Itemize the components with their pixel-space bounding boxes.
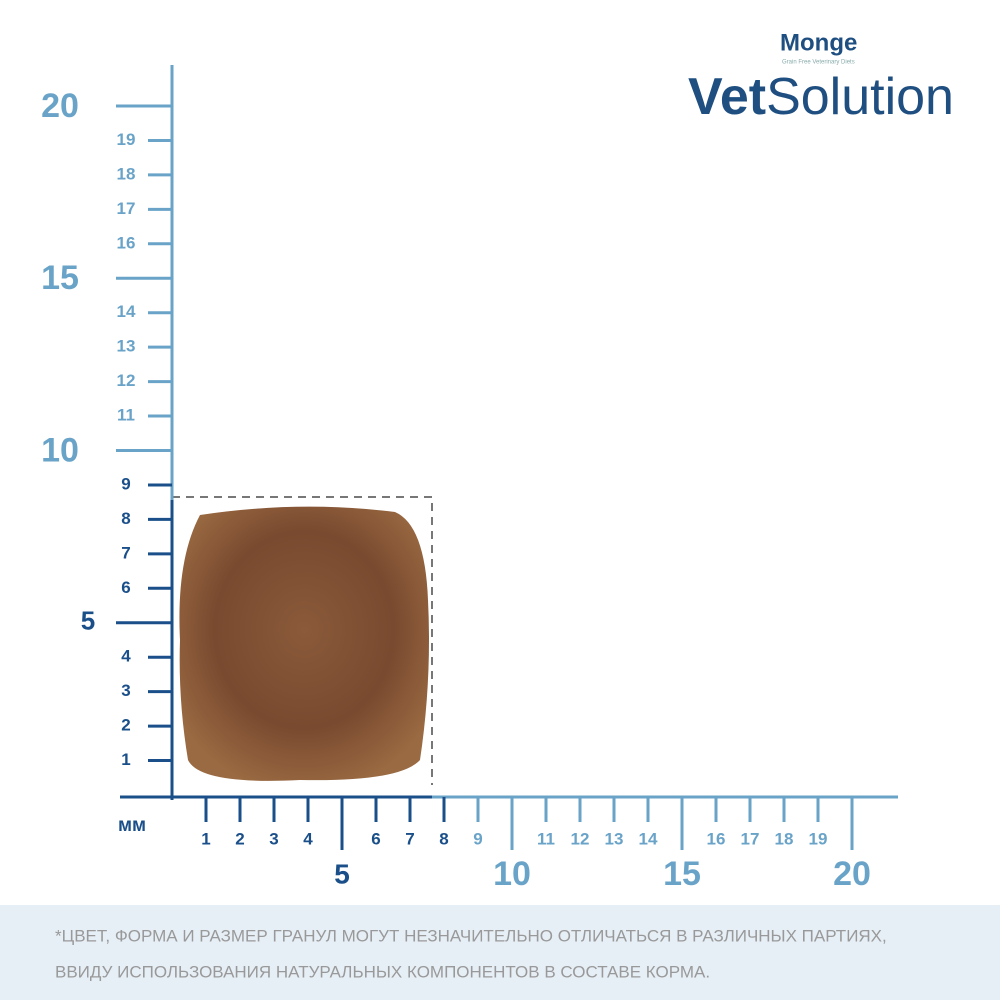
- footer-band: [0, 905, 1000, 1000]
- x-tick-label: 11: [537, 829, 555, 848]
- x-major-label: 15: [663, 855, 701, 893]
- y-tick-label: 4: [121, 647, 131, 666]
- x-tick-label: 13: [605, 829, 624, 848]
- y-major-label: 10: [41, 431, 79, 469]
- y-tick-label: 7: [121, 543, 130, 562]
- y-tick-label: 16: [117, 233, 136, 252]
- y-tick-label: 18: [117, 164, 136, 183]
- x-tick-label: 7: [405, 829, 414, 848]
- brand-line-light: Solution: [766, 68, 954, 126]
- y-tick-label: 13: [117, 337, 136, 356]
- brand-maker: Monge: [780, 29, 857, 56]
- x-tick-label: 4: [303, 829, 313, 848]
- y-major-label: 15: [41, 259, 79, 297]
- x-tick-label: 3: [269, 829, 278, 848]
- y-tick-label: 2: [121, 716, 130, 735]
- size-box: [172, 496, 433, 785]
- kibble: [179, 506, 429, 781]
- y-major-label: 5: [81, 606, 95, 636]
- x-tick-label: 2: [235, 829, 244, 848]
- disclaimer-line: *ЦВЕТ, ФОРМА И РАЗМЕР ГРАНУЛ МОГУТ НЕЗНА…: [55, 926, 887, 945]
- x-tick-label: 6: [371, 829, 380, 848]
- y-tick-label: 9: [121, 474, 130, 493]
- x-major-label: 10: [493, 855, 531, 893]
- brand-tagline: Grain Free Veterinary Diets: [782, 60, 855, 66]
- x-tick-label: 9: [473, 829, 482, 848]
- x-major-label: 5: [334, 858, 350, 889]
- y-tick-label: 3: [121, 681, 130, 700]
- x-tick-label: 19: [809, 829, 828, 848]
- y-tick-label: 11: [117, 406, 135, 425]
- x-tick-label: 17: [741, 829, 760, 848]
- y-tick-label: 14: [117, 302, 136, 321]
- x-tick-label: 12: [571, 829, 590, 848]
- y-tick-label: 6: [121, 578, 130, 597]
- x-tick-label: 14: [639, 829, 658, 848]
- y-tick-label: 17: [117, 199, 136, 218]
- unit-label: мм: [118, 815, 146, 836]
- y-tick-label: 1: [121, 750, 130, 769]
- y-tick-label: 19: [117, 130, 136, 149]
- x-major-label: 20: [833, 855, 871, 893]
- x-tick-label: 16: [707, 829, 726, 848]
- brand-line-bold: Vet: [688, 68, 766, 126]
- x-tick-label: 8: [439, 829, 448, 848]
- disclaimer-line: ВВИДУ ИСПОЛЬЗОВАНИЯ НАТУРАЛЬНЫХ КОМПОНЕН…: [55, 962, 710, 981]
- brand-line: VetSolution: [688, 68, 954, 126]
- y-tick-label: 12: [117, 371, 136, 390]
- y-tick-label: 8: [121, 509, 130, 528]
- x-tick-label: 18: [775, 829, 794, 848]
- y-major-label: 20: [41, 87, 79, 125]
- x-tick-label: 1: [201, 829, 210, 848]
